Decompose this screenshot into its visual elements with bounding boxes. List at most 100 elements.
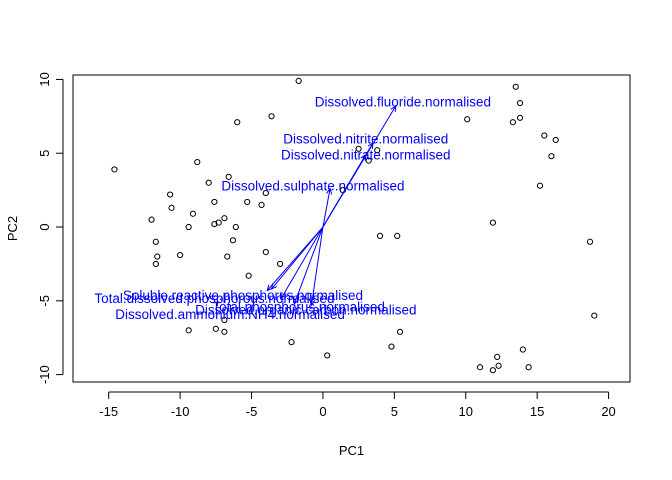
data-point [245, 272, 252, 279]
loading-vector-label: Dissolved.fluoride.normalised [315, 95, 491, 110]
loading-vector-arrowhead [266, 284, 273, 292]
loading-vector [322, 188, 331, 228]
data-point [262, 189, 269, 197]
x-tick-label: 5 [391, 404, 398, 419]
data-point [152, 260, 159, 268]
plot-frame [72, 74, 631, 383]
loading-vector-label: Total.dissolved.phosphorous.normalised [94, 291, 334, 306]
data-point [154, 253, 161, 260]
loading-vector-arrowhead [293, 297, 300, 305]
data-point [516, 99, 524, 107]
data-point [211, 198, 218, 206]
data-point [512, 83, 519, 90]
loading-vector [322, 154, 367, 228]
y-tick-label: -5 [37, 295, 52, 307]
loading-vector-label: Dissolved.ammonium.NH4.normalised [115, 307, 345, 322]
data-point [167, 191, 174, 198]
loading-vector [271, 226, 324, 290]
data-point [376, 232, 384, 239]
data-point [152, 238, 159, 245]
data-point [365, 157, 372, 164]
points-layer [111, 77, 598, 374]
loading-vector-label: Dissolved.organic.carbon.normalised [195, 303, 416, 318]
data-point [525, 364, 532, 371]
x-tick-label: 20 [601, 404, 615, 419]
y-tick-label: 0 [37, 223, 52, 230]
y-tick-label: 10 [37, 72, 52, 86]
data-point [244, 198, 251, 206]
x-tick-label: -5 [246, 404, 258, 419]
data-point [591, 312, 598, 319]
y-axis-label: PC2 [5, 216, 20, 241]
loading-vector-label: Soluble.reactive.phosphorus.normalised [123, 288, 363, 303]
data-point [509, 119, 516, 126]
loading-vector-label: Dissolved.nitrite.normalised [283, 131, 448, 146]
loading-vector-arrowhead [326, 187, 333, 195]
data-point [276, 260, 284, 268]
y-axis: -10 -5 0 5 10 [37, 72, 64, 384]
data-point [541, 132, 548, 139]
loading-vector [293, 226, 324, 304]
data-point [489, 367, 496, 374]
x-tick-label: 0 [319, 404, 326, 419]
data-point [234, 119, 241, 126]
data-point [148, 216, 155, 223]
x-axis: -15 -10 -5 0 5 10 15 20 [99, 391, 616, 419]
data-point [221, 316, 228, 324]
y-tick-label: -10 [37, 365, 52, 384]
data-point [177, 251, 184, 259]
loading-vector-arrowhead [280, 291, 287, 299]
data-point [324, 352, 331, 359]
loading-vector-arrowhead [309, 299, 316, 307]
data-point [215, 219, 222, 226]
data-point [212, 325, 219, 332]
data-point [258, 201, 265, 208]
y-tick-label: 5 [37, 150, 52, 157]
x-tick-label: -15 [99, 404, 118, 419]
loading-vector-arrowhead [360, 153, 367, 161]
data-point [396, 328, 404, 335]
data-point [374, 147, 381, 154]
x-tick-label: -10 [171, 404, 190, 419]
data-point [225, 173, 232, 180]
loading-vector [281, 226, 324, 299]
loading-vector-arrowhead [270, 283, 278, 290]
data-point [388, 343, 395, 350]
data-point [232, 223, 239, 231]
data-point [205, 179, 212, 186]
data-point [189, 210, 197, 217]
data-point [295, 77, 302, 85]
data-point [194, 158, 201, 166]
data-point [185, 327, 192, 334]
data-point [464, 116, 471, 123]
data-point [355, 145, 362, 152]
data-point [495, 362, 502, 369]
data-point [221, 328, 228, 335]
data-point [489, 219, 496, 226]
data-point [229, 237, 237, 244]
data-point [221, 215, 228, 222]
data-point [288, 339, 295, 346]
data-point [552, 136, 559, 144]
loading-vector-arrowhead [390, 105, 397, 113]
data-point [111, 166, 118, 173]
loading-vector-label: Total.phosphorus.normalised [212, 300, 385, 315]
vectors-layer: Dissolved.fluoride.normalised Dissolved.n… [94, 95, 491, 323]
x-tick-label: 15 [530, 404, 544, 419]
data-point [185, 223, 192, 231]
x-axis-label: PC1 [339, 443, 364, 458]
data-point [536, 182, 544, 189]
data-point [224, 253, 231, 260]
data-point [262, 249, 269, 256]
data-point [516, 114, 524, 121]
x-tick-label: 10 [459, 404, 473, 419]
loading-vector [311, 226, 324, 306]
data-point [394, 232, 401, 239]
data-point [548, 153, 555, 160]
loading-vector-arrowhead [367, 141, 374, 149]
data-point [586, 238, 594, 245]
data-point [519, 346, 526, 353]
loading-vector-label: Dissolved.nitrate.normalised [281, 148, 451, 163]
data-point [476, 364, 484, 371]
